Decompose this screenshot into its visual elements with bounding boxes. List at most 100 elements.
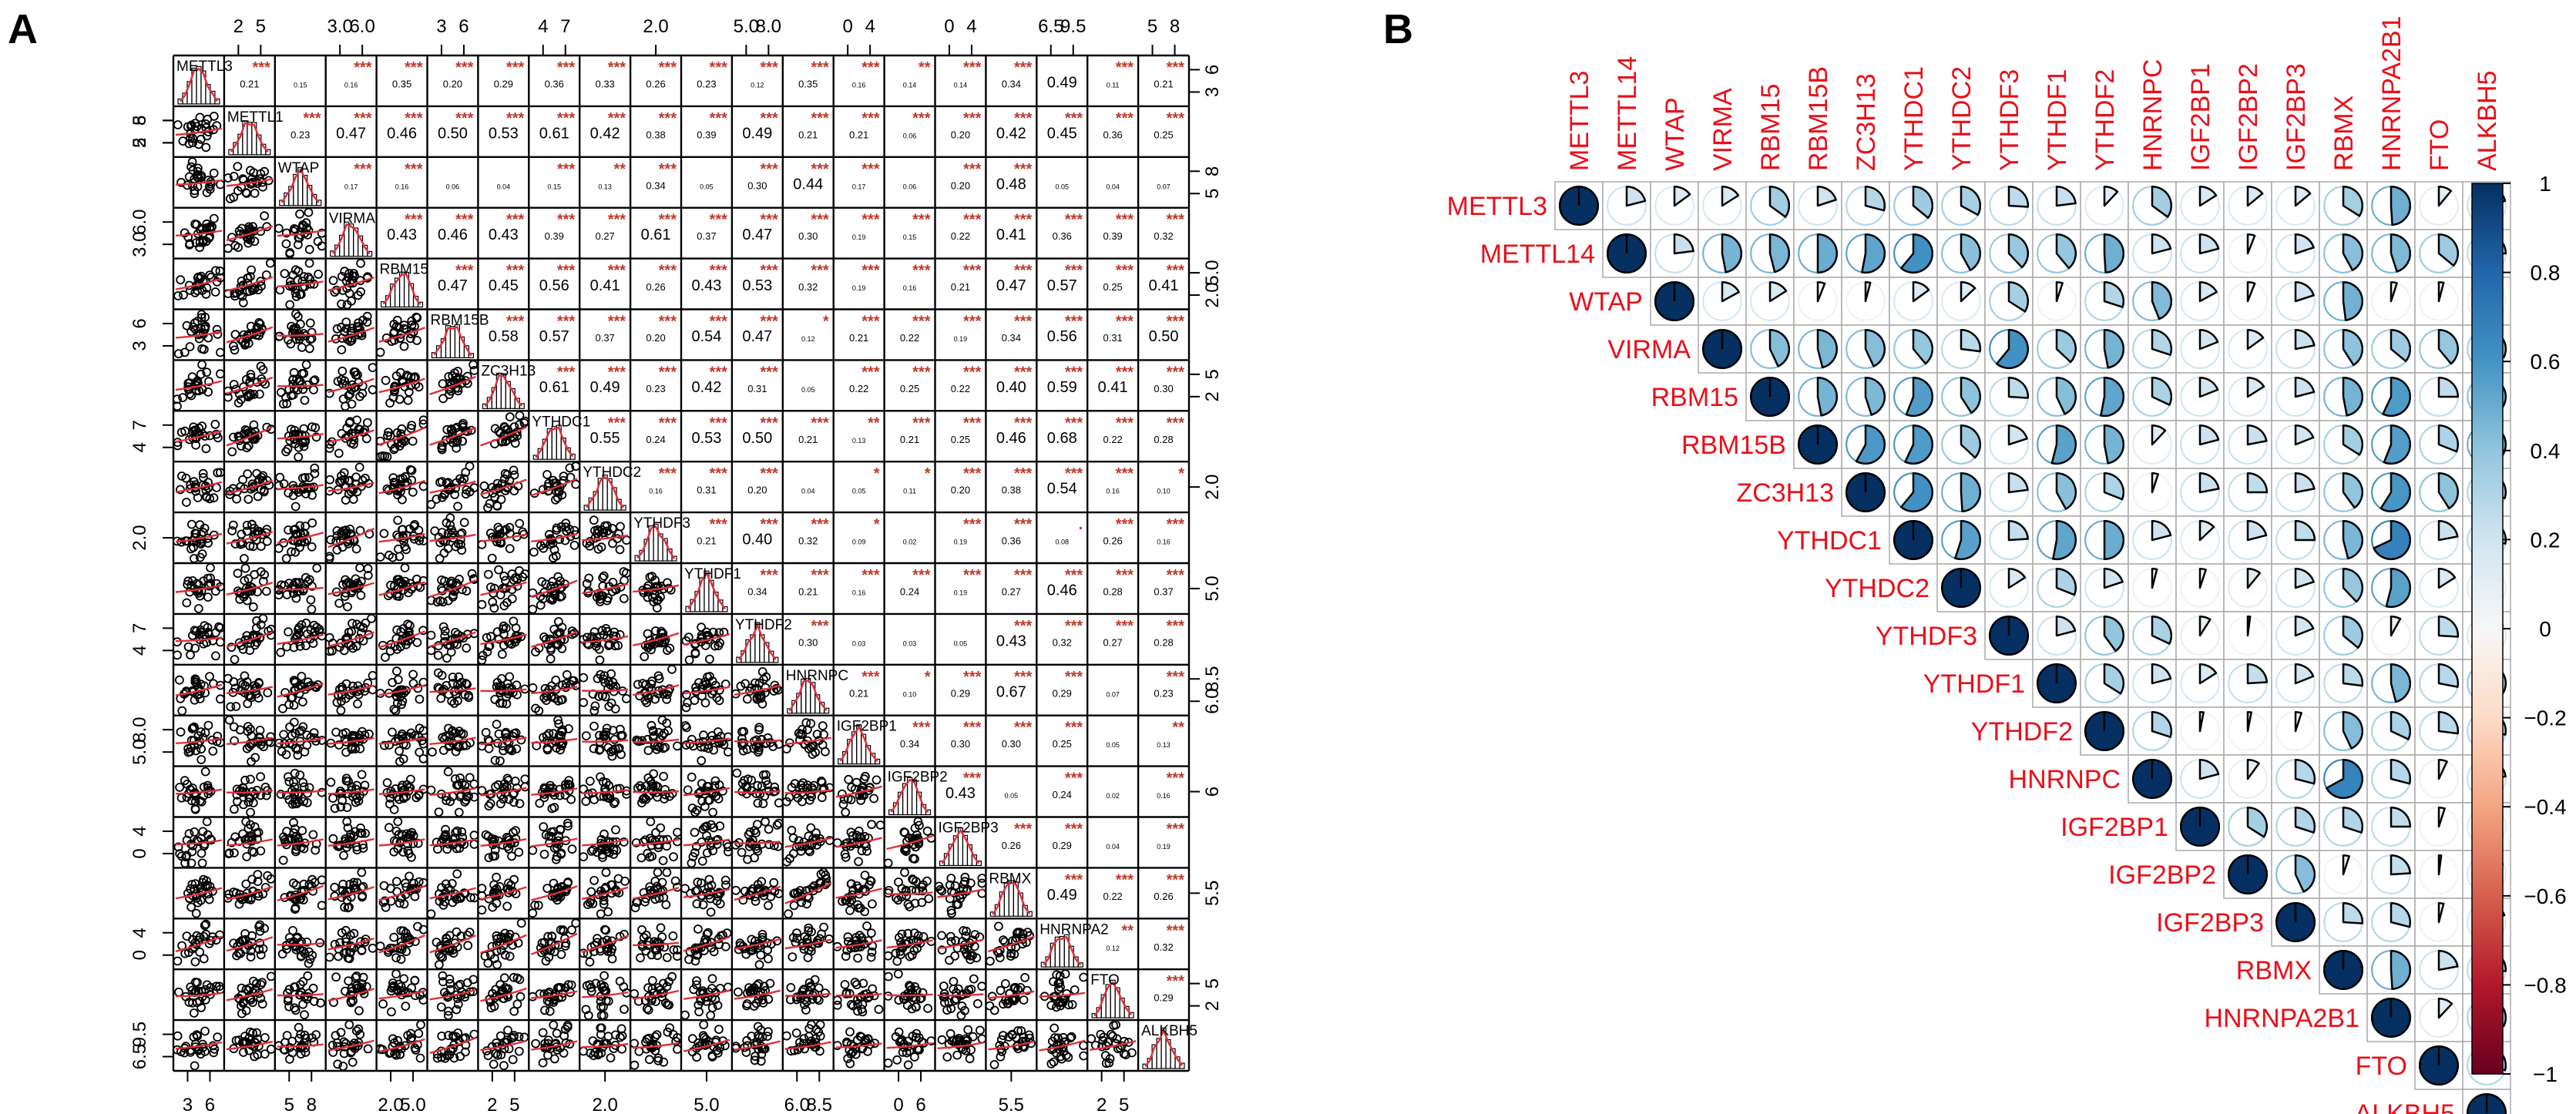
- diag-histogram-alkbh5: [1142, 1027, 1185, 1069]
- corr-stars: ***: [1167, 821, 1185, 838]
- scatter-cell: [988, 1026, 1036, 1069]
- scatter-cell: [276, 360, 324, 409]
- corr-value: 0.21: [849, 332, 868, 344]
- scatter-cell: [326, 770, 374, 814]
- corr-stars: ***: [1065, 212, 1083, 229]
- corr-pie-cell: [2414, 324, 2463, 374]
- corr-value: 0.02: [1106, 792, 1120, 800]
- corr-stars: ***: [963, 314, 982, 331]
- corr-value: 0.43: [489, 226, 519, 243]
- corr-value: 0.54: [691, 328, 721, 345]
- scatter-cell: [175, 213, 223, 253]
- corr-stars: ***: [811, 161, 829, 178]
- diag-label: VIRMA: [329, 211, 376, 227]
- scatter-cell: [832, 1027, 882, 1069]
- axis-tick-label: 3: [129, 341, 150, 351]
- axis-tick-label: 5: [1147, 16, 1157, 37]
- corr-pie-cell: [1841, 468, 1890, 517]
- corr-pie-cell: [1984, 420, 2034, 469]
- scatter-cell: [274, 518, 324, 563]
- corr-pie-cell: [2414, 1041, 2463, 1090]
- corr-value: 0.21: [798, 434, 818, 445]
- corr-value: 0.15: [903, 233, 917, 241]
- corr-pie-cell: [1793, 277, 1842, 326]
- corr-pie-cell: [2271, 515, 2320, 565]
- panel-a-label: A: [8, 6, 38, 52]
- corr-pie-cell: [2414, 515, 2463, 565]
- corr-value: 0.30: [798, 636, 818, 648]
- scatter-cell: [731, 877, 784, 911]
- scatter-cell: [883, 928, 936, 966]
- scatter-cell: [477, 720, 527, 766]
- corr-pie-cell: [2128, 420, 2177, 469]
- axis-tick-label: 5: [1202, 189, 1223, 199]
- axis-tick-label: 2.0: [378, 1095, 403, 1114]
- corr-value: 0.17: [852, 183, 866, 190]
- corr-value: 0.30: [1154, 383, 1173, 394]
- corr-pie-cell: [2032, 372, 2081, 421]
- corr-pie-cell: [2175, 324, 2225, 374]
- corr-pie-cell: [2175, 611, 2225, 660]
- scatter-cell: [582, 515, 631, 555]
- scatter-cell: [223, 258, 275, 307]
- axis-tick-label: 5.0: [1202, 575, 1223, 601]
- corr-stars: ***: [912, 314, 931, 331]
- scatter-cell: [581, 867, 630, 919]
- corr-stars: *: [823, 314, 829, 331]
- corr-value: 0.25: [1103, 281, 1122, 293]
- scatter-cell: [327, 258, 374, 310]
- corr-value: 0.05: [801, 386, 815, 394]
- corr-value: 0.26: [646, 79, 665, 90]
- corr-stars: ***: [963, 59, 982, 76]
- corr-stars: ***: [710, 263, 728, 280]
- corr-value: 0.19: [954, 539, 968, 546]
- corr-pie-cell: [1602, 181, 1651, 230]
- corr-pie-cell: [2032, 468, 2081, 517]
- scatter-cell: [226, 614, 276, 664]
- axis-tick-label: 5: [129, 116, 150, 126]
- scatter-cell: [226, 971, 276, 1018]
- corr-value: 0.46: [996, 430, 1026, 447]
- corr-pie-cell: [2175, 181, 2225, 230]
- corr-value: 0.37: [595, 332, 614, 344]
- scatter-cell: [378, 774, 428, 814]
- corr-stars: ***: [557, 161, 576, 178]
- scatter-cell: [429, 668, 476, 708]
- corr-pie-cell: [2319, 802, 2368, 851]
- corr-stars: ***: [811, 59, 829, 76]
- scatter-cell: [633, 923, 682, 963]
- diag-label: YTHDF1: [684, 566, 741, 582]
- diag-histogram-ythdf3: [634, 523, 677, 562]
- corr-value: 0.38: [646, 129, 665, 140]
- corr-pie-cell: [1984, 372, 2034, 421]
- corr-value: 0.06: [903, 132, 917, 139]
- corr-stars: ***: [1167, 59, 1185, 76]
- scatter-cell: [277, 817, 324, 865]
- colorbar-tick-label: −0.4: [2524, 795, 2566, 819]
- scatter-cell: [276, 768, 327, 809]
- column-label: IGF2BP1: [2186, 63, 2215, 171]
- corr-value: 0.38: [1002, 485, 1021, 496]
- corr-pie-cell: [2128, 468, 2177, 517]
- corr-stars: ***: [354, 161, 372, 178]
- corr-value: 0.16: [1157, 539, 1170, 546]
- corr-pie-cell: [2175, 563, 2225, 612]
- corr-pie-cell: [2366, 898, 2416, 947]
- corr-stars: ***: [963, 110, 982, 127]
- corr-pie-cell: [2032, 277, 2081, 326]
- scatter-cell: [378, 817, 425, 862]
- corr-stars: ***: [1167, 669, 1185, 686]
- axis-tick-label: 0: [129, 848, 150, 858]
- axis-tick-label: 7: [560, 16, 570, 37]
- scatter-cell: [274, 309, 324, 354]
- scatter-cell: [633, 769, 680, 807]
- corr-stars: ***: [1116, 618, 1134, 635]
- scatter-cell: [226, 420, 276, 457]
- corr-value: 0.03: [903, 639, 917, 647]
- corr-pie-cell: [2223, 802, 2272, 851]
- corr-stars: ***: [1065, 465, 1083, 482]
- corr-stars: ***: [405, 161, 423, 178]
- corr-stars: ***: [1116, 414, 1134, 431]
- corr-stars: ***: [1167, 567, 1185, 584]
- corr-stars: ***: [710, 414, 728, 431]
